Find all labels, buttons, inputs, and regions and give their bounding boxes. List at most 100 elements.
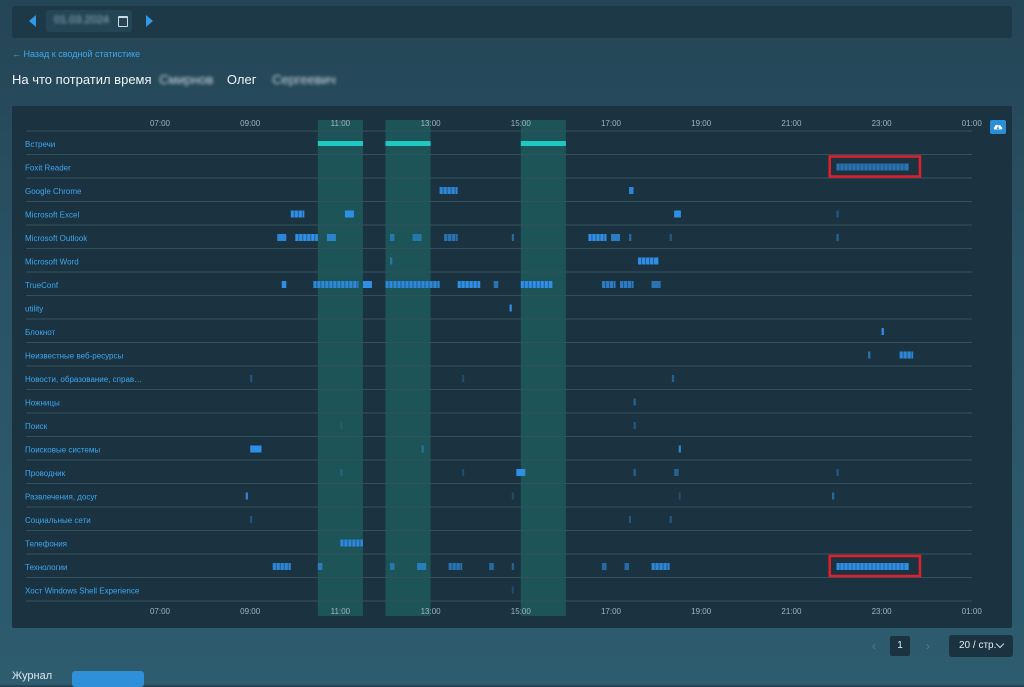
activity-segment[interactable] (899, 351, 914, 359)
activity-segment[interactable] (633, 469, 636, 476)
calendar-icon[interactable] (118, 16, 128, 27)
activity-segment[interactable] (439, 187, 458, 194)
row-label[interactable]: Microsoft Outlook (25, 234, 88, 243)
activity-segment[interactable] (836, 234, 839, 241)
activity-segment[interactable] (448, 563, 463, 570)
row-label[interactable]: Неизвестные веб-ресурсы (25, 352, 124, 361)
activity-segment[interactable] (669, 234, 672, 241)
activity-segment[interactable] (444, 234, 458, 241)
back-to-summary-link[interactable]: ← Назад к сводной статистике (12, 49, 141, 59)
activity-segment[interactable] (340, 422, 343, 429)
activity-segment[interactable] (674, 469, 679, 476)
activity-segment[interactable] (462, 375, 465, 382)
activity-gap (476, 281, 478, 288)
pagination-current-page[interactable]: 1 (890, 636, 910, 656)
chevron-left-icon[interactable] (29, 15, 36, 27)
activity-segment[interactable] (421, 445, 424, 453)
date-picker[interactable]: 01.03.2024 (46, 10, 132, 32)
meeting-bar[interactable] (317, 141, 363, 146)
activity-segment[interactable] (836, 163, 909, 171)
activity-segment[interactable] (638, 257, 659, 265)
row-label[interactable]: Блокнот (25, 328, 56, 337)
activity-segment[interactable] (489, 563, 494, 570)
row-label[interactable]: Проводник (25, 469, 66, 478)
journal-button[interactable] (72, 671, 144, 687)
activity-segment[interactable] (831, 492, 835, 500)
activity-segment[interactable] (669, 516, 672, 523)
row-label[interactable]: Технологии (25, 563, 67, 572)
chevron-right-icon[interactable] (146, 15, 153, 27)
activity-segment[interactable] (601, 563, 607, 570)
activity-segment[interactable] (624, 563, 630, 570)
activity-segment[interactable] (277, 234, 287, 241)
row-label[interactable]: Ножницы (25, 399, 60, 408)
activity-segment[interactable] (281, 281, 287, 288)
activity-segment[interactable] (250, 375, 253, 382)
activity-segment[interactable] (245, 492, 248, 500)
activity-segment[interactable] (611, 234, 621, 241)
row-label[interactable]: Развлечения, досуг (25, 493, 97, 502)
activity-segment[interactable] (390, 563, 395, 570)
activity-segment[interactable] (601, 281, 616, 288)
activity-segment[interactable] (493, 281, 499, 288)
row-label[interactable]: Новости, образование, справ… (25, 375, 142, 384)
activity-segment[interactable] (836, 469, 839, 476)
activity-segment[interactable] (417, 563, 427, 570)
activity-segment[interactable] (344, 210, 354, 218)
activity-segment[interactable] (511, 234, 515, 241)
row-label[interactable]: Поиск (25, 422, 48, 431)
activity-segment[interactable] (412, 234, 422, 241)
activity-segment[interactable] (629, 234, 632, 241)
meeting-bar[interactable] (385, 141, 431, 146)
activity-segment[interactable] (326, 234, 336, 241)
activity-segment[interactable] (250, 445, 262, 453)
activity-segment[interactable] (390, 257, 393, 265)
activity-segment[interactable] (881, 328, 884, 335)
pagination-next-button[interactable]: › (926, 639, 930, 653)
activity-segment[interactable] (317, 563, 323, 570)
activity-segment[interactable] (620, 281, 634, 288)
row-label[interactable]: TrueConf (25, 281, 59, 290)
row-label[interactable]: Социальные сети (25, 516, 91, 525)
meeting-bar[interactable] (520, 141, 566, 146)
page-size-select[interactable]: 20 / стр. (949, 635, 1013, 657)
activity-segment[interactable] (678, 492, 681, 500)
activity-segment[interactable] (678, 445, 681, 453)
activity-segment[interactable] (509, 304, 512, 312)
download-button[interactable] (990, 120, 1006, 134)
activity-segment[interactable] (511, 492, 514, 500)
row-label[interactable]: Foxit Reader (25, 164, 71, 173)
activity-segment[interactable] (868, 351, 871, 359)
activity-segment[interactable] (629, 516, 632, 523)
activity-segment[interactable] (511, 563, 515, 570)
activity-segment[interactable] (340, 469, 343, 476)
activity-segment[interactable] (250, 516, 253, 523)
activity-segment[interactable] (629, 187, 634, 194)
row-label[interactable]: Google Chrome (25, 187, 82, 196)
activity-segment[interactable] (272, 563, 291, 570)
row-label[interactable]: utility (25, 305, 43, 314)
pagination-prev-button[interactable]: ‹ (872, 639, 876, 653)
row-label[interactable]: Телефония (25, 540, 67, 549)
activity-segment[interactable] (390, 234, 395, 241)
row-label[interactable]: Microsoft Word (25, 258, 79, 267)
activity-segment[interactable] (362, 281, 372, 288)
activity-segment[interactable] (313, 281, 359, 288)
row-label[interactable]: Microsoft Excel (25, 211, 79, 220)
activity-segment[interactable] (651, 563, 670, 570)
activity-segment[interactable] (651, 281, 661, 288)
activity-segment[interactable] (836, 563, 909, 570)
activity-segment[interactable] (671, 375, 675, 382)
activity-segment[interactable] (633, 422, 636, 429)
activity-segment[interactable] (633, 398, 636, 406)
activity-segment[interactable] (290, 210, 305, 218)
activity-segment[interactable] (516, 469, 526, 476)
row-label[interactable]: Встречи (25, 140, 55, 149)
activity-segment[interactable] (836, 210, 839, 218)
activity-segment[interactable] (462, 469, 465, 476)
activity-segment[interactable] (588, 234, 607, 241)
row-label[interactable]: Хост Windows Shell Experience (25, 587, 140, 596)
activity-segment[interactable] (511, 586, 514, 594)
activity-segment[interactable] (674, 210, 681, 218)
row-label[interactable]: Поисковые системы (25, 446, 100, 455)
